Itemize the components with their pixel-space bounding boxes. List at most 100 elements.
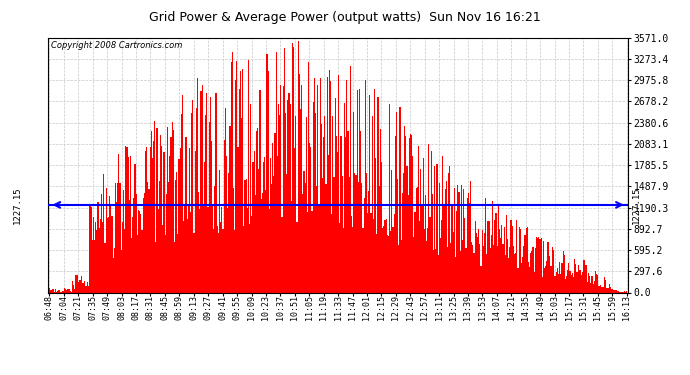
Bar bbox=[66, 290, 68, 292]
Bar bbox=[181, 114, 182, 292]
Bar bbox=[268, 209, 270, 292]
Bar bbox=[603, 287, 604, 292]
Bar bbox=[112, 258, 114, 292]
Bar bbox=[547, 242, 549, 292]
Bar bbox=[362, 228, 364, 292]
Bar bbox=[472, 244, 473, 292]
Bar bbox=[218, 232, 219, 292]
Bar bbox=[65, 289, 66, 292]
Bar bbox=[275, 53, 277, 292]
Bar bbox=[366, 172, 367, 292]
Bar bbox=[155, 242, 157, 292]
Bar bbox=[123, 190, 124, 292]
Bar bbox=[174, 242, 175, 292]
Bar bbox=[195, 152, 196, 292]
Bar bbox=[111, 216, 112, 292]
Bar bbox=[483, 246, 484, 292]
Bar bbox=[490, 248, 491, 292]
Bar bbox=[359, 89, 360, 292]
Bar bbox=[542, 276, 543, 292]
Bar bbox=[198, 192, 199, 292]
Bar bbox=[456, 211, 457, 292]
Bar bbox=[499, 229, 500, 292]
Bar bbox=[92, 240, 93, 292]
Bar bbox=[285, 113, 286, 292]
Bar bbox=[543, 241, 544, 292]
Bar bbox=[405, 136, 406, 292]
Bar bbox=[225, 108, 226, 292]
Bar bbox=[339, 224, 340, 292]
Bar bbox=[395, 136, 396, 292]
Bar bbox=[618, 291, 619, 292]
Bar bbox=[170, 137, 172, 292]
Bar bbox=[343, 228, 344, 292]
Bar bbox=[558, 274, 559, 292]
Bar bbox=[515, 253, 516, 292]
Bar bbox=[167, 128, 168, 292]
Bar bbox=[553, 251, 555, 292]
Bar bbox=[306, 117, 307, 292]
Bar bbox=[308, 62, 309, 292]
Bar bbox=[516, 220, 518, 292]
Bar bbox=[432, 194, 433, 292]
Bar bbox=[535, 248, 536, 292]
Bar bbox=[444, 189, 446, 292]
Bar bbox=[57, 291, 58, 292]
Bar bbox=[589, 276, 591, 292]
Bar bbox=[259, 90, 261, 292]
Bar bbox=[422, 158, 424, 292]
Bar bbox=[258, 170, 259, 292]
Bar bbox=[273, 176, 275, 292]
Bar bbox=[234, 230, 235, 292]
Bar bbox=[230, 62, 232, 292]
Bar bbox=[310, 147, 311, 292]
Bar bbox=[106, 188, 107, 292]
Bar bbox=[435, 249, 437, 292]
Bar bbox=[317, 85, 318, 292]
Bar bbox=[401, 240, 402, 292]
Bar bbox=[116, 202, 117, 292]
Bar bbox=[299, 74, 300, 292]
Bar bbox=[529, 267, 530, 292]
Bar bbox=[358, 182, 359, 292]
Bar bbox=[49, 288, 50, 292]
Bar bbox=[97, 202, 99, 292]
Bar bbox=[157, 209, 159, 292]
Bar bbox=[188, 204, 189, 292]
Bar bbox=[81, 276, 82, 292]
Bar bbox=[391, 170, 393, 292]
Bar bbox=[524, 235, 526, 292]
Bar bbox=[340, 135, 342, 292]
Bar bbox=[247, 208, 248, 292]
Bar bbox=[337, 152, 338, 292]
Bar bbox=[110, 206, 111, 292]
Bar bbox=[408, 138, 410, 292]
Bar bbox=[591, 276, 593, 292]
Bar bbox=[468, 193, 469, 292]
Bar bbox=[329, 70, 330, 292]
Bar bbox=[513, 246, 514, 292]
Bar bbox=[393, 214, 395, 292]
Bar bbox=[355, 176, 357, 292]
Bar bbox=[109, 196, 110, 292]
Text: Grid Power & Average Power (output watts)  Sun Nov 16 16:21: Grid Power & Average Power (output watts… bbox=[149, 11, 541, 24]
Bar bbox=[212, 207, 213, 292]
Bar bbox=[175, 180, 176, 292]
Bar bbox=[588, 273, 589, 292]
Bar bbox=[379, 186, 380, 292]
Bar bbox=[301, 85, 302, 292]
Bar bbox=[434, 165, 435, 292]
Bar bbox=[286, 174, 287, 292]
Bar bbox=[254, 151, 255, 292]
Bar bbox=[610, 287, 611, 292]
Bar bbox=[380, 129, 381, 292]
Bar bbox=[241, 118, 242, 292]
Bar bbox=[372, 116, 373, 292]
Bar bbox=[478, 229, 480, 292]
Bar bbox=[94, 240, 95, 292]
Bar bbox=[533, 272, 535, 292]
Bar bbox=[263, 162, 264, 292]
Bar bbox=[73, 285, 75, 292]
Bar bbox=[338, 75, 339, 292]
Bar bbox=[313, 102, 314, 292]
